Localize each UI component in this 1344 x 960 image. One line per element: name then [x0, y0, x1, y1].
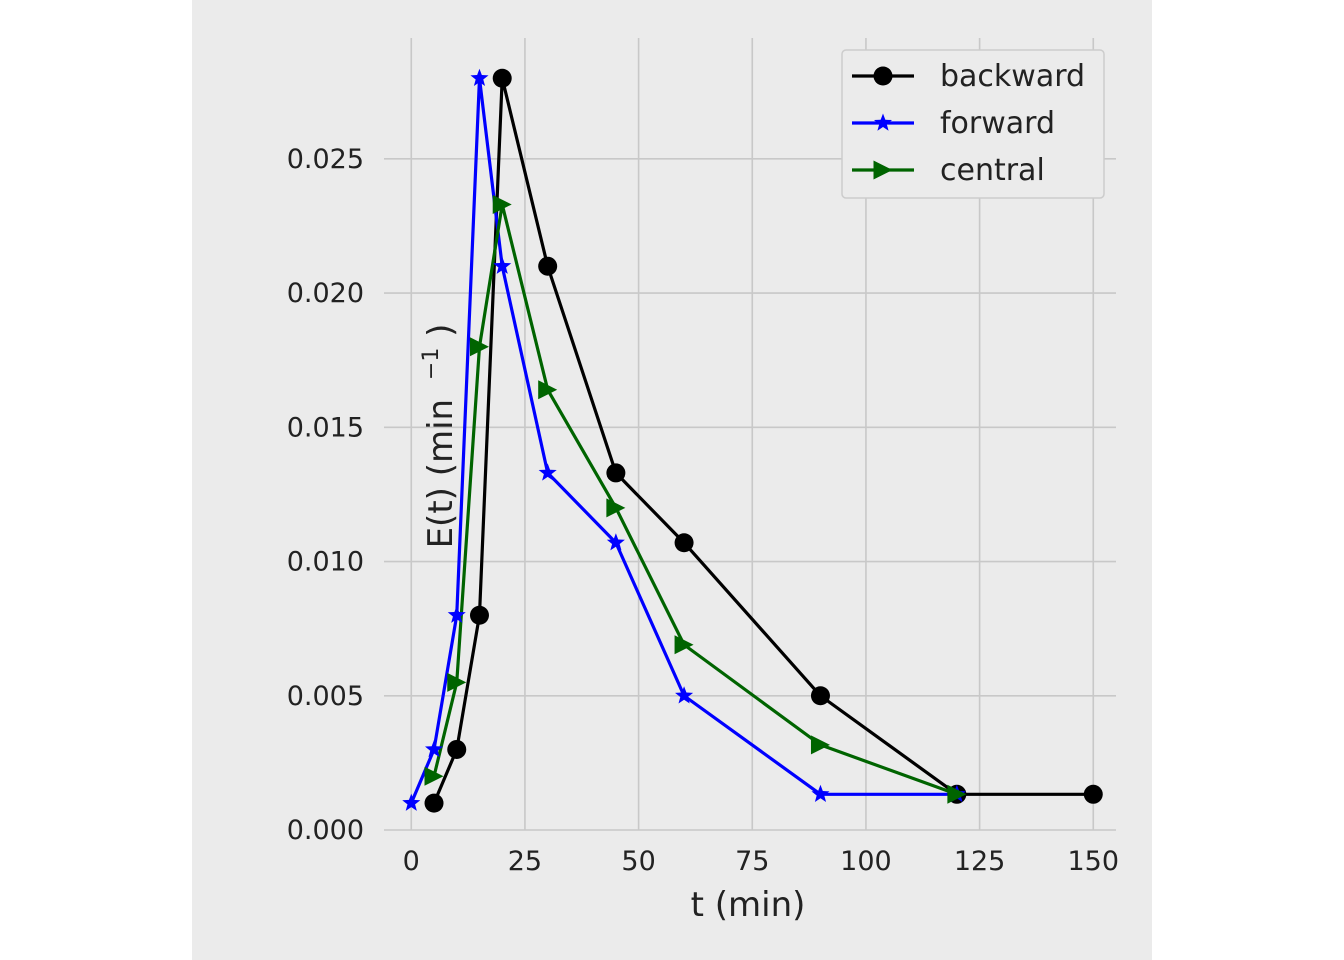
data-point-backward [538, 256, 558, 276]
x-axis-label: t (min) [691, 885, 806, 925]
data-point-backward [1083, 784, 1103, 804]
y-tick-label: 0.025 [287, 144, 364, 175]
series-line-forward [409, 76, 957, 804]
figure-background: 0 25 50 75 100 125 150 0.000 0.005 0.010 0.015 0.0… [192, 0, 1152, 960]
x-tick-label: 0 [403, 846, 420, 877]
data-point-central [538, 380, 558, 400]
data-point-central [447, 672, 467, 692]
data-point-forward [811, 784, 830, 802]
x-tick-label: 100 [840, 846, 892, 877]
data-point-forward [606, 533, 625, 551]
legend-marker-central [873, 160, 893, 180]
data-point-central [424, 766, 444, 786]
series-line-backward [432, 76, 1094, 804]
x-tick-label: 50 [621, 846, 655, 877]
grid [384, 38, 1116, 831]
data-point-forward [447, 605, 466, 623]
data-point-forward [675, 686, 694, 704]
data-point-forward [493, 256, 512, 274]
y-tick-label: 0.005 [287, 681, 364, 712]
x-tick-label: 125 [954, 846, 1006, 877]
y-tick-label: 0.010 [287, 547, 364, 578]
data-point-forward [470, 68, 489, 86]
x-tick-label: 150 [1067, 846, 1119, 877]
legend-label-backward: backward [940, 59, 1085, 94]
legend-label-forward: forward [940, 106, 1055, 141]
legend-marker-forward [873, 113, 893, 131]
data-point-central [947, 784, 967, 804]
data-point-backward [424, 793, 444, 813]
data-point-central [469, 337, 489, 357]
y-axis-label-close: ) [421, 324, 461, 337]
y-tick-label: 0.020 [287, 278, 364, 309]
series-markers [402, 68, 1103, 813]
line-chart: 0 25 50 75 100 125 150 0.0000.0050.0100.0150.0… [287, 38, 1119, 925]
data-point-central [674, 635, 694, 655]
x-tick-label: 75 [735, 846, 769, 877]
data-point-backward [492, 68, 512, 88]
data-point-backward [810, 686, 830, 706]
y-axis-label-exponent: −1 [419, 348, 444, 380]
data-point-backward [469, 605, 489, 625]
data-point-central [810, 735, 830, 755]
y-axis-ticks: 0.000 0.005 0.010 0.015 0.020 0.025 [287, 144, 364, 846]
data-point-forward [424, 739, 444, 758]
y-axis-label-main: E(t) (min [421, 399, 461, 549]
legend-label-central: central [940, 153, 1045, 188]
y-axis-label: E(t) (min −1 ) [407, 324, 461, 549]
y-tick-label: 0.015 [287, 412, 364, 443]
y-tick-label: 0.000 [287, 815, 364, 846]
data-point-central [492, 194, 512, 214]
data-point-backward [674, 533, 694, 553]
data-point-central [606, 498, 626, 518]
x-axis-ticks: 0 25 50 75 100 125 150 [403, 846, 1119, 877]
data-point-forward [402, 793, 421, 811]
legend-box [841, 49, 1105, 199]
data-point-backward [606, 463, 626, 483]
legend: backward forward central [841, 49, 1105, 199]
data-point-backward [447, 739, 467, 759]
x-tick-label: 25 [508, 846, 542, 877]
data-point-forward [538, 463, 557, 481]
legend-marker-backward [873, 66, 893, 86]
